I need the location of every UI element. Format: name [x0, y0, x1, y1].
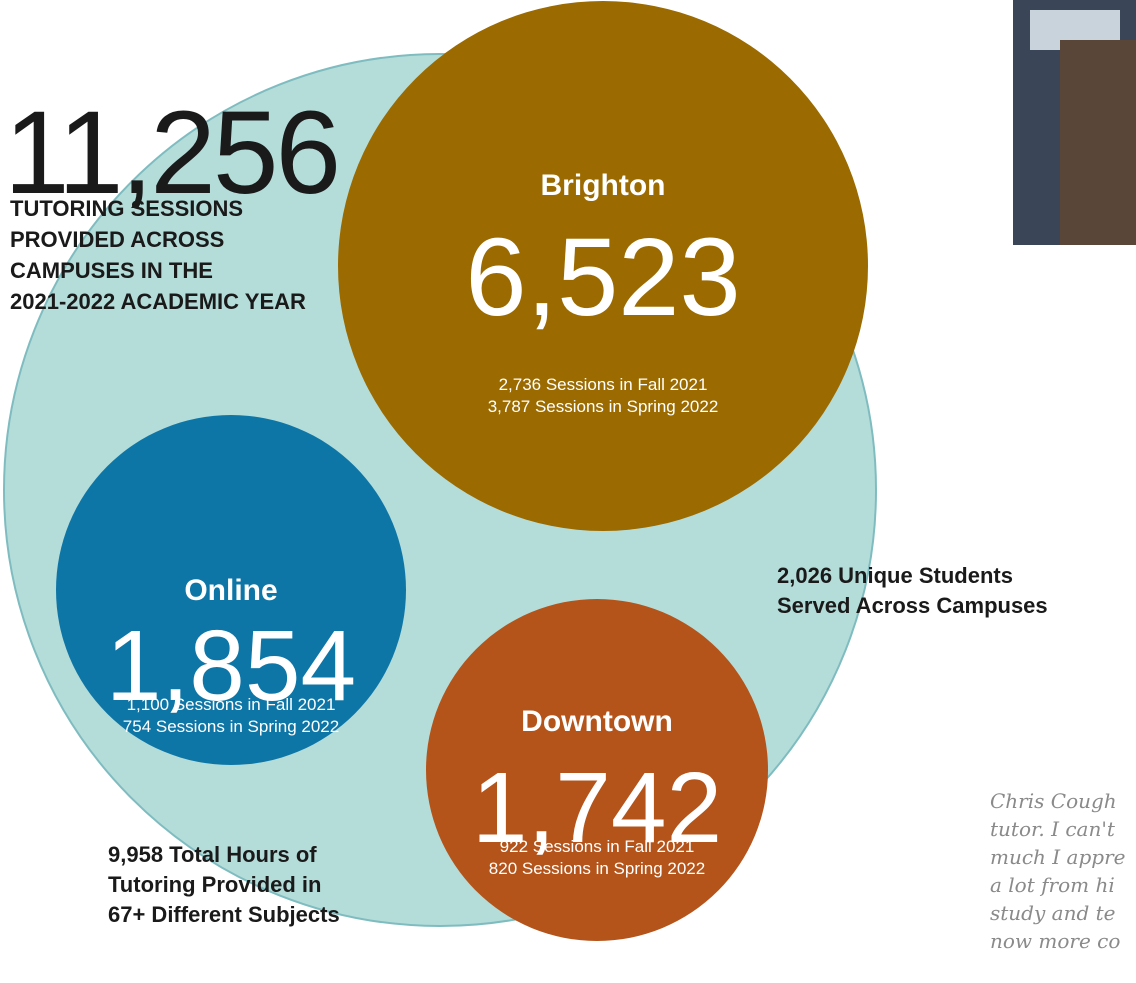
campus-total: 1,854	[106, 610, 356, 722]
headline-line: 2021-2022 ACADEMIC YEAR	[10, 289, 306, 314]
brighton-circle	[338, 1, 868, 531]
headline-line: TUTORING SESSIONS	[10, 196, 243, 221]
campus-line: 3,787 Sessions in Spring 2022	[488, 397, 719, 416]
campus-name: Brighton	[541, 169, 666, 202]
quote-line: tutor. I can't	[990, 817, 1116, 841]
campus-line: 820 Sessions in Spring 2022	[489, 859, 705, 878]
headline-line: CAMPUSES IN THE	[10, 258, 213, 283]
stat-line: 9,958 Total Hours of	[108, 842, 317, 867]
headline-line: PROVIDED ACROSS	[10, 227, 224, 252]
campus-name: Online	[184, 574, 277, 607]
stat-line: 2,026 Unique Students	[777, 563, 1013, 588]
quote-line: a lot from hi	[990, 873, 1115, 897]
campus-name: Downtown	[521, 705, 673, 738]
quote-line: now more co	[990, 929, 1120, 953]
headline-number: 11,256	[4, 87, 338, 219]
quote-line: study and te	[990, 901, 1115, 925]
stat-line: Served Across Campuses	[777, 593, 1048, 618]
downtown-circle	[426, 599, 768, 941]
campus-line: 754 Sessions in Spring 2022	[123, 717, 339, 736]
campus-total: 6,523	[465, 216, 740, 339]
campus-line: 922 Sessions in Fall 2021	[500, 837, 695, 856]
campus-line: 2,736 Sessions in Fall 2021	[499, 375, 708, 394]
stat-line: 67+ Different Subjects	[108, 902, 340, 927]
campus-line: 1,100 Sessions in Fall 2021	[127, 695, 336, 714]
online-circle	[56, 415, 406, 765]
photo-detail	[1060, 40, 1136, 245]
quote-line: much I appre	[990, 845, 1125, 869]
quote-line: Chris Cough	[990, 789, 1117, 813]
campus-total: 1,742	[472, 752, 722, 864]
stat-line: Tutoring Provided in	[108, 872, 321, 897]
